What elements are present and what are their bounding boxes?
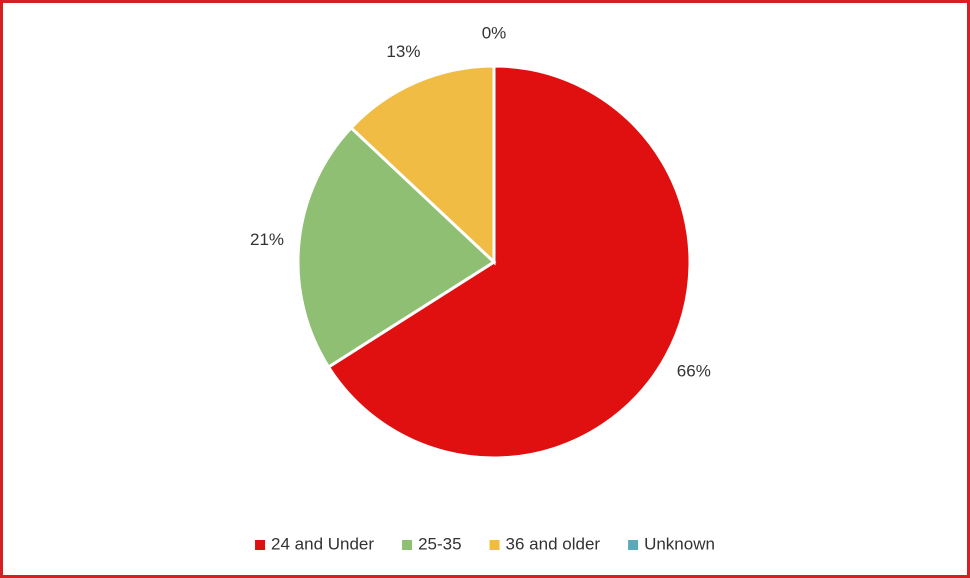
legend-marker — [255, 540, 266, 550]
data-label: 66% — [677, 361, 711, 380]
legend-marker — [489, 540, 500, 550]
data-label: 21% — [250, 230, 284, 249]
legend-label: 36 and older — [506, 534, 601, 553]
legend-label: Unknown — [644, 534, 715, 553]
pie-slice — [349, 64, 496, 266]
legend-label: 25-35 — [418, 534, 461, 553]
data-label: 13% — [386, 42, 420, 61]
legend-marker — [402, 540, 413, 550]
legend-marker — [628, 540, 639, 550]
legend-label: 24 and Under — [271, 534, 374, 553]
data-label: 0% — [482, 23, 507, 42]
pie-slice — [326, 64, 692, 460]
pie-slice — [296, 125, 497, 370]
